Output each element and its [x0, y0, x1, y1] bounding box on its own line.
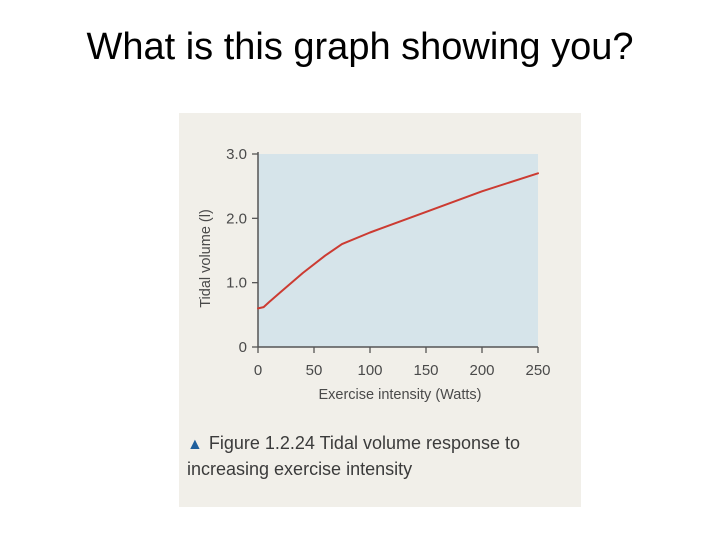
caption-text: Tidal volume response to increasing exer… [187, 433, 521, 479]
triangle-icon: ▲ [187, 436, 203, 453]
y-tick-label: 1.0 [226, 275, 247, 292]
y-tick-label: 3.0 [226, 146, 247, 163]
x-tick-label: 150 [413, 362, 438, 379]
y-axis-title: Tidal volume (l) [198, 209, 214, 308]
caption-label: Figure 1.2.24 [208, 433, 315, 453]
y-tick-label: 0 [239, 339, 247, 356]
x-tick-label: 100 [357, 362, 382, 379]
plot-area [258, 154, 538, 347]
x-tick-label: 200 [469, 362, 494, 379]
x-axis-title: Exercise intensity (Watts) [318, 387, 481, 403]
tidal-volume-line [257, 172, 539, 310]
figure-photo: 0 1.0 2.0 3.0 0 50 100 150 200 250 Exercise intens… [179, 113, 581, 507]
x-tick-label: 250 [525, 362, 550, 379]
tidal-volume-chart: 0 1.0 2.0 3.0 0 50 100 150 200 250 Exercise intens… [198, 146, 551, 403]
slide-title: What is this graph showing you? [86, 26, 634, 68]
x-tick-label: 0 [254, 362, 262, 379]
y-tick-label: 2.0 [226, 210, 247, 227]
x-tick-label: 50 [306, 362, 323, 379]
figure-caption: ▲ Figure 1.2.24 Tidal volume response to … [187, 431, 577, 482]
